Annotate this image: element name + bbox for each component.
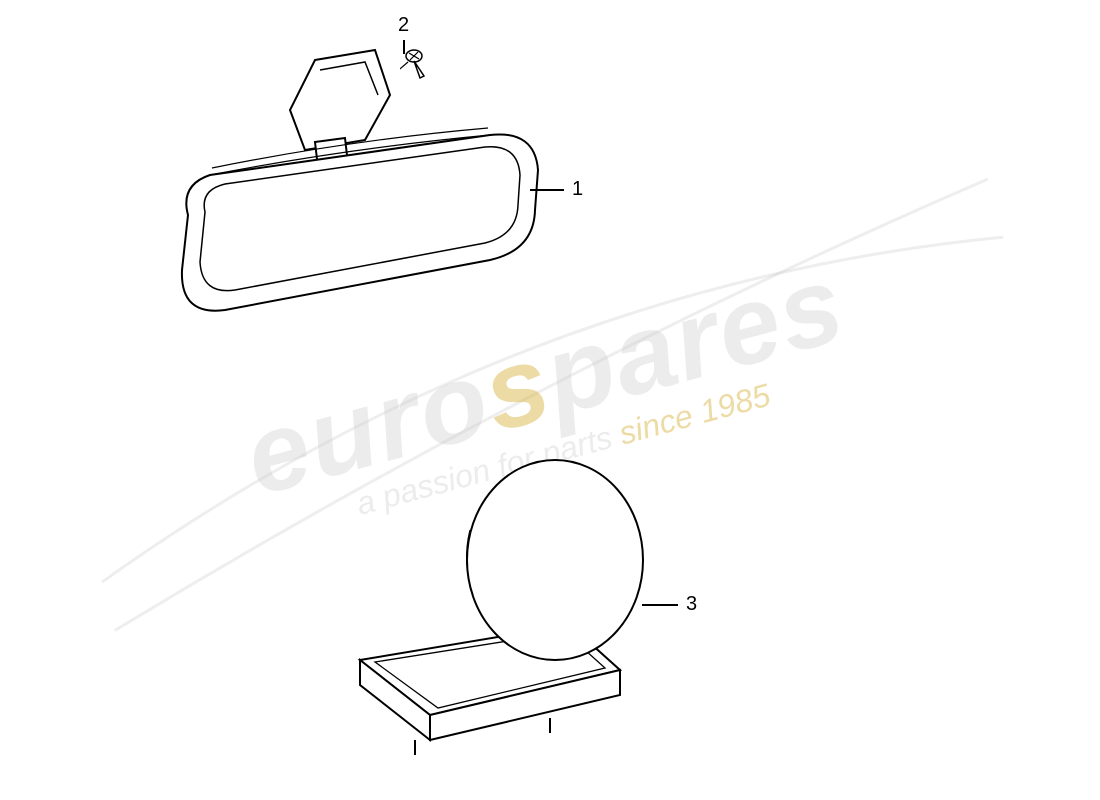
watermark-brand-accent: s	[471, 320, 564, 455]
callout-label-1: 1	[572, 178, 583, 201]
callout-line-2	[403, 40, 405, 54]
watermark-brand-post: pares	[532, 241, 857, 438]
callout-line-3	[642, 604, 678, 606]
interior-rear-view-mirror	[140, 40, 560, 340]
callout-label-2: 2	[398, 14, 409, 37]
exterior-round-mirror	[320, 440, 700, 760]
callout-label-3: 3	[686, 593, 697, 616]
parts-diagram: eurospares a passion for parts since 198…	[0, 0, 1100, 800]
callout-line-1	[530, 189, 564, 191]
mounting-screw	[400, 46, 440, 86]
